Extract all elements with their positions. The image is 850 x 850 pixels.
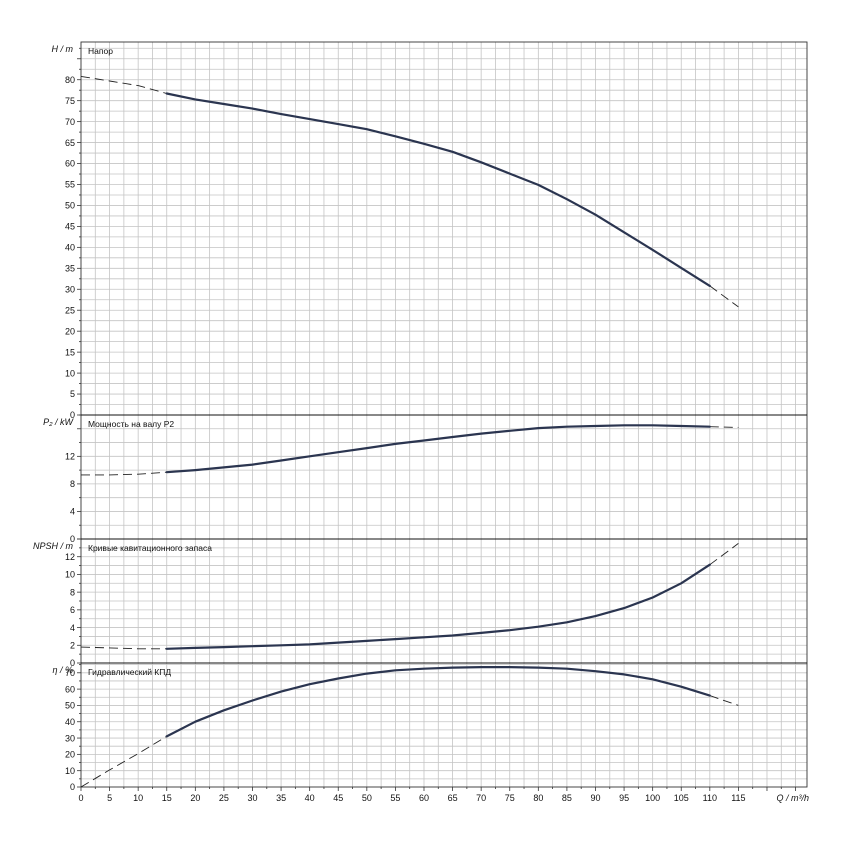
curve-operating-range [165,665,711,738]
y-tick-label: 0 [70,534,75,544]
y-tick-label: 50 [65,701,75,711]
y-tick-label: 80 [65,75,75,85]
y-tick-label: 8 [70,479,75,489]
x-tick-label: 5 [107,793,112,803]
y-axis-label: NPSH / m [33,541,74,551]
y-tick-label: 15 [65,347,75,357]
y-axis-label: η / % [52,665,73,675]
x-tick-label: 25 [219,793,229,803]
panel-title: Гидравлический КПД [88,667,171,677]
x-tick-label: 45 [333,793,343,803]
y-tick-label: 55 [65,180,75,190]
x-tick-label: 35 [276,793,286,803]
x-axis-label: Q / m³/h [776,793,809,803]
x-tick-label: 95 [619,793,629,803]
curve-extrapolated-segment [80,75,167,94]
y-tick-label: 6 [70,605,75,615]
curve-extrapolated-segment [709,285,739,308]
y-tick-label: 0 [70,410,75,420]
y-tick-label: 4 [70,507,75,517]
x-tick-label: 105 [674,793,689,803]
x-tick-label: 50 [362,793,372,803]
y-axis-label: P₂ / kW [43,417,74,427]
curve-extrapolated-segment [709,426,739,428]
x-tick-label: 85 [562,793,572,803]
x-tick-label: 80 [533,793,543,803]
x-tick-label: 20 [190,793,200,803]
panel-frame [80,414,808,540]
curve-extrapolated-segment [709,695,739,706]
x-tick-label: 30 [247,793,257,803]
y-tick-label: 45 [65,222,75,232]
y-tick-label: 30 [65,284,75,294]
grid-lines [81,42,807,787]
y-tick-label: 40 [65,717,75,727]
y-tick-label: 20 [65,750,75,760]
x-tick-label: 70 [476,793,486,803]
x-tick-label: 90 [590,793,600,803]
y-tick-label: 20 [65,326,75,336]
plot-frame [80,41,808,788]
y-tick-label: 12 [65,552,75,562]
panel-title: Напор [88,46,113,56]
curve-extrapolated-segment [81,471,167,476]
x-tick-label: 60 [419,793,429,803]
y-tick-label: 12 [65,452,75,462]
x-tick-label: 55 [390,793,400,803]
x-tick-label: 40 [305,793,315,803]
x-tick-label: 0 [78,793,83,803]
y-tick-label: 30 [65,733,75,743]
curve-extrapolated-segment [80,736,167,788]
x-tick-label: 75 [505,793,515,803]
y-tick-label: 0 [70,658,75,668]
y-tick-label: 5 [70,389,75,399]
y-axis-label: H / m [52,44,74,54]
y-tick-label: 0 [70,782,75,792]
y-tick-label: 4 [70,623,75,633]
y-tick-label: 75 [65,96,75,106]
curve-extrapolated-segment [709,543,739,566]
y-tick-label: 50 [65,201,75,211]
y-tick-label: 70 [65,117,75,127]
y-tick-label: 10 [65,766,75,776]
x-tick-label: 100 [645,793,660,803]
y-tick-label: 10 [65,368,75,378]
y-tick-label: 70 [65,668,75,678]
curve-operating-range [165,424,711,474]
x-tick-label: 110 [703,793,717,803]
y-tick-label: 60 [65,159,75,169]
y-tick-label: 8 [70,587,75,597]
y-tick-label: 25 [65,305,75,315]
y-tick-label: 65 [65,138,75,148]
panel-title: Мощность на валу P2 [88,419,174,429]
y-tick-label: 10 [65,570,75,580]
curve-extrapolated-segment [80,646,167,650]
x-tick-label: 115 [731,793,745,803]
x-tick-label: 15 [162,793,172,803]
y-tick-label: 60 [65,684,75,694]
axis-ticks [77,47,796,791]
panel-title: Кривые кавитационного запаса [88,543,212,553]
y-tick-label: 40 [65,243,75,253]
curves [80,75,739,788]
curve-operating-range [165,92,711,287]
y-tick-label: 2 [70,640,75,650]
x-tick-label: 65 [448,793,458,803]
x-tick-label: 10 [133,793,143,803]
curve-operating-range [165,563,711,650]
y-tick-label: 35 [65,264,75,274]
